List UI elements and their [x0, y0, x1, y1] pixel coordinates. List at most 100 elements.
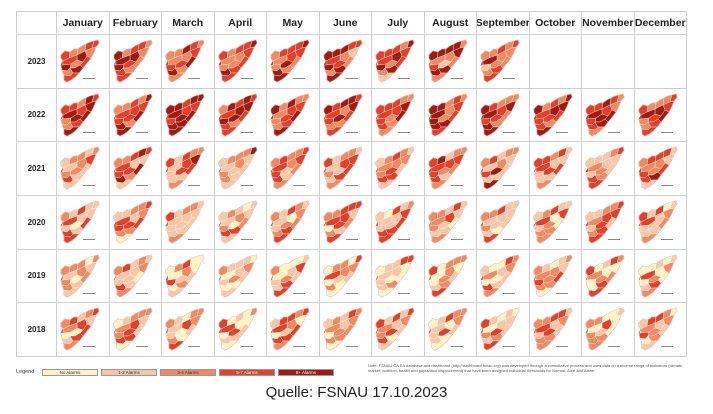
- district-region: [326, 341, 342, 351]
- district-region: [91, 39, 100, 49]
- district-region: [221, 180, 237, 190]
- map-cell: [477, 303, 530, 357]
- district-region: [459, 147, 467, 156]
- scale-bar: [240, 78, 253, 79]
- legend-item: 5-7 Alarms: [219, 368, 275, 376]
- district-region: [406, 39, 415, 49]
- map-cell: [582, 142, 635, 196]
- scale-bar: [83, 185, 95, 187]
- region-map: [375, 146, 415, 190]
- district-region: [196, 39, 205, 49]
- map-cell: [57, 196, 110, 250]
- district-region: [378, 341, 395, 351]
- map-cell: [267, 88, 320, 143]
- region-map: [60, 146, 100, 190]
- region-map: [323, 254, 362, 298]
- district-region: [196, 200, 205, 210]
- region-map: [533, 254, 572, 298]
- district-region: [273, 287, 290, 297]
- scale-bar: [188, 131, 200, 133]
- district-region: [249, 308, 257, 317]
- scale-bar: [555, 185, 568, 187]
- district-region: [483, 72, 500, 83]
- district-region: [483, 287, 500, 297]
- district-region: [221, 287, 237, 297]
- map-cell: [267, 249, 320, 304]
- scale-bar: [345, 292, 358, 294]
- legend-item: 1-2 Alarms: [101, 368, 157, 376]
- scale-bar: [188, 78, 200, 79]
- region-map: [428, 200, 467, 244]
- scale-bar: [135, 185, 148, 187]
- region-map: [533, 200, 572, 244]
- scale-bar: [555, 292, 568, 294]
- map-cell: [529, 142, 582, 196]
- scale-bar: [503, 185, 515, 187]
- region-map: [113, 307, 152, 351]
- region-map: [218, 254, 257, 298]
- legend-item: 3-4 Alarms: [160, 368, 216, 376]
- region-map: [270, 254, 310, 298]
- district-region: [301, 147, 310, 156]
- district-region: [564, 308, 572, 317]
- district-region: [301, 308, 310, 317]
- region-map: [533, 93, 572, 137]
- region-map: [638, 254, 677, 298]
- region-map: [165, 254, 205, 298]
- district-region: [431, 180, 447, 190]
- district-region: [354, 200, 362, 210]
- month-header: April: [214, 12, 267, 35]
- district-region: [326, 72, 342, 83]
- district-region: [536, 341, 552, 351]
- district-region: [249, 254, 257, 263]
- district-region: [249, 200, 257, 210]
- region-map: [323, 39, 362, 83]
- district-region: [669, 147, 677, 156]
- district-region: [301, 39, 310, 49]
- district-region: [511, 200, 520, 210]
- district-region: [669, 254, 677, 263]
- scale-bar: [293, 346, 305, 348]
- district-region: [116, 72, 132, 83]
- district-region: [483, 126, 500, 136]
- district-region: [483, 341, 500, 351]
- scale-bar: [83, 131, 95, 133]
- legend: Legend No Alarms 1-2 Alarms 3-4 Alarms 5-7 …: [16, 363, 686, 381]
- district-region: [301, 93, 310, 102]
- scale-bar: [293, 131, 305, 133]
- scale-bar: [188, 346, 200, 348]
- map-cell: [634, 88, 687, 143]
- scale-bar: [240, 185, 253, 187]
- map-cell: [109, 249, 162, 304]
- map-cell: [529, 249, 582, 304]
- map-cell: [267, 142, 320, 196]
- district-region: [91, 200, 100, 210]
- scale-bar: [608, 131, 620, 133]
- district-region: [196, 93, 205, 102]
- scale-bar: [345, 239, 358, 240]
- region-map: [165, 93, 205, 137]
- scale-bar: [398, 131, 410, 133]
- district-region: [564, 93, 572, 102]
- district-region: [641, 341, 657, 351]
- scale-bar: [293, 292, 305, 294]
- note-text: Note: FSNAU CA EA database and dashboard…: [368, 363, 684, 373]
- region-map: [480, 254, 520, 298]
- region-map: [375, 39, 415, 83]
- region-map: [428, 146, 467, 190]
- scale-bar: [188, 292, 200, 294]
- region-map: [480, 200, 520, 244]
- map-cell: [529, 88, 582, 143]
- map-cell: [582, 249, 635, 304]
- map-cell: [162, 142, 215, 196]
- district-region: [116, 126, 132, 136]
- region-map: [165, 146, 205, 190]
- district-region: [459, 254, 467, 263]
- district-region: [326, 287, 342, 297]
- region-map: [638, 146, 677, 190]
- district-region: [196, 254, 205, 263]
- map-cell: [477, 196, 530, 250]
- district-region: [168, 126, 185, 136]
- region-map: [533, 307, 572, 351]
- region-map: [585, 146, 625, 190]
